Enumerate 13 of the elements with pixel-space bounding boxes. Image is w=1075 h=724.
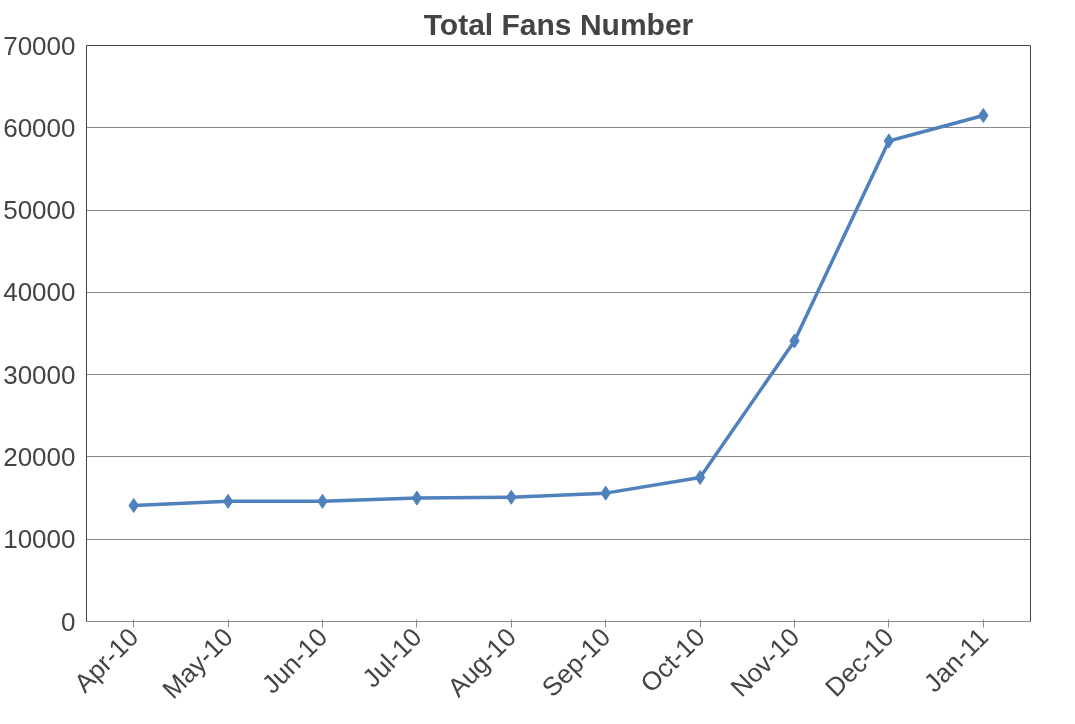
chart-title: Total Fans Number [423,7,694,41]
point [694,470,706,485]
y-tick-label: 30000 [3,359,76,390]
y-tick-label: 50000 [3,195,76,226]
y-tick-label: 70000 [3,30,76,61]
y-tick-label: 60000 [3,112,76,143]
y-tick-label: 20000 [3,441,76,472]
y-tick-label: 40000 [3,277,76,308]
point [411,490,423,506]
y-tick-label: 10000 [3,524,76,555]
point [883,133,895,149]
point [222,493,234,509]
y-tick-label: 0 [61,606,76,637]
